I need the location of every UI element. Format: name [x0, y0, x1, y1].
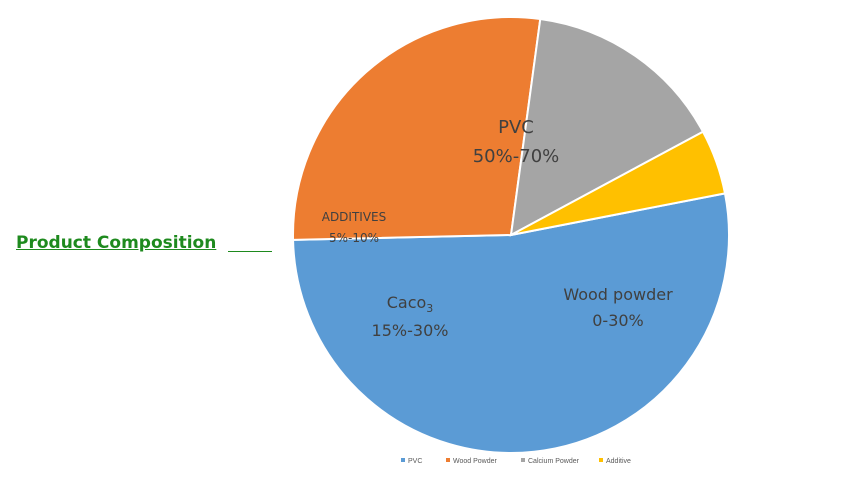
- legend-swatch-wood-powder: [446, 458, 450, 462]
- legend-swatch-additive: [599, 458, 603, 462]
- legend-swatch-pvc: [401, 458, 405, 462]
- pvc-slice-range: 50%-70%: [473, 146, 560, 167]
- legend-item-calcium-powder: Calcium Powder: [521, 458, 580, 465]
- additive-slice-label: ADDITIVES: [322, 210, 387, 224]
- pie-slice-calcium-powder: [509, 17, 705, 237]
- pie-slice-wood-powder: [292, 16, 542, 241]
- legend-item-additive: Additive: [599, 458, 631, 465]
- legend-label-pvc: PVC: [408, 458, 422, 465]
- calcium-slice-label: Caco3: [387, 293, 434, 315]
- legend-item-pvc: PVC: [401, 458, 422, 465]
- chart-legend: PVC Wood Powder Calcium Powder Additive: [401, 458, 631, 465]
- pie-slices: [292, 16, 730, 454]
- legend-swatch-calcium-powder: [521, 458, 525, 462]
- pvc-slice-label: PVC: [498, 117, 534, 138]
- pie-slice-pvc: [292, 192, 730, 454]
- legend-label-additive: Additive: [606, 458, 631, 465]
- heading-underline: [228, 251, 272, 252]
- wood-slice-label: Wood powder: [563, 285, 673, 304]
- additive-slice-range: 5%-10%: [329, 231, 379, 245]
- legend-item-wood-powder: Wood Powder: [446, 458, 498, 465]
- pie-slice-additive: [510, 130, 727, 236]
- product-composition-heading: Product Composition: [16, 233, 217, 253]
- wood-slice-range: 0-30%: [592, 311, 644, 330]
- calcium-slice-range: 15%-30%: [372, 321, 449, 340]
- legend-label-wood-powder: Wood Powder: [453, 458, 498, 465]
- pie-labels: PVC 50%-70% Wood powder 0-30% Caco3 15%-…: [322, 117, 673, 340]
- legend-label-calcium-powder: Calcium Powder: [528, 458, 580, 465]
